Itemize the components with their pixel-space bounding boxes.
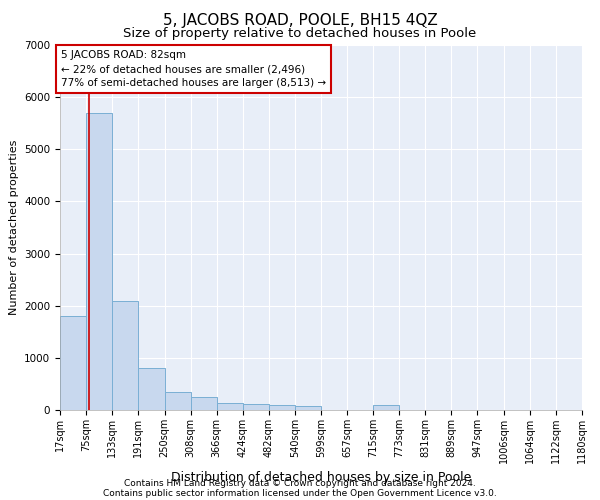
Text: Contains HM Land Registry data © Crown copyright and database right 2024.: Contains HM Land Registry data © Crown c… [124, 478, 476, 488]
Bar [112, 300, 138, 410]
Bar [373, 406, 400, 410]
Bar [86, 113, 112, 410]
Text: Contains public sector information licensed under the Open Government Licence v3: Contains public sector information licen… [103, 488, 497, 498]
Text: 5 JACOBS ROAD: 82sqm
← 22% of detached houses are smaller (2,496)
77% of semi-de: 5 JACOBS ROAD: 82sqm ← 22% of detached h… [61, 50, 326, 88]
Bar [217, 403, 242, 410]
Bar [295, 406, 321, 410]
Bar [242, 404, 269, 410]
Bar [60, 316, 86, 410]
Text: 5, JACOBS ROAD, POOLE, BH15 4QZ: 5, JACOBS ROAD, POOLE, BH15 4QZ [163, 12, 437, 28]
X-axis label: Distribution of detached houses by size in Poole: Distribution of detached houses by size … [171, 472, 471, 484]
Text: Size of property relative to detached houses in Poole: Size of property relative to detached ho… [124, 28, 476, 40]
Bar [191, 398, 217, 410]
Bar [269, 406, 295, 410]
Y-axis label: Number of detached properties: Number of detached properties [8, 140, 19, 315]
Bar [164, 392, 191, 410]
Bar [138, 368, 164, 410]
